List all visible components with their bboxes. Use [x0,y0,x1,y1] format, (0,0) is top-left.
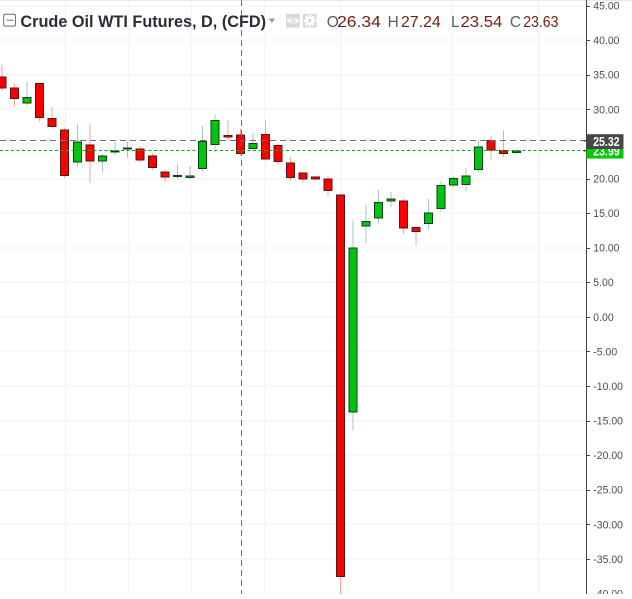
svg-text:30.00: 30.00 [593,104,619,116]
svg-text:-30.00: -30.00 [593,519,623,531]
svg-text:20.00: 20.00 [593,174,619,186]
svg-text:5.00: 5.00 [593,277,613,289]
svg-text:-15.00: -15.00 [593,416,623,428]
svg-text:35.00: 35.00 [593,70,619,82]
svg-text:15.00: 15.00 [593,208,619,220]
svg-text:45.00: 45.00 [593,1,619,13]
svg-text:10.00: 10.00 [593,243,619,255]
svg-text:0.00: 0.00 [593,312,613,324]
svg-text:-25.00: -25.00 [593,485,623,497]
svg-text:-5.00: -5.00 [593,346,617,358]
svg-text:Crude Oil WTI Futures, D, (CFD: Crude Oil WTI Futures, D, (CFD) [20,13,266,31]
svg-text:-20.00: -20.00 [593,450,623,462]
svg-text:-35.00: -35.00 [593,554,623,566]
svg-text:-10.00: -10.00 [593,381,623,393]
svg-text:-40.00: -40.00 [593,588,623,594]
svg-text:25.32: 25.32 [593,135,620,149]
svg-text:40.00: 40.00 [593,35,619,47]
